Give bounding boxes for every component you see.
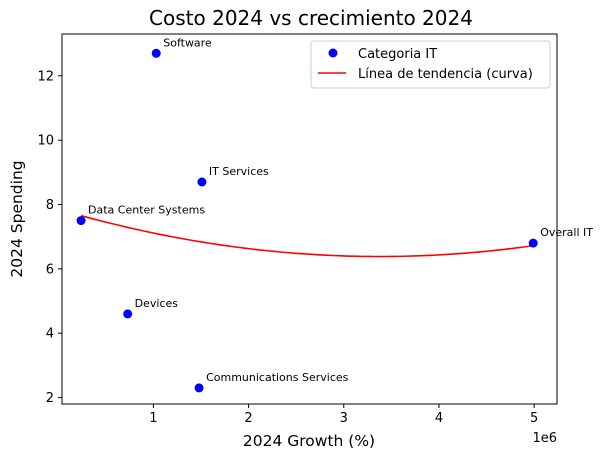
plot-area: Software IT Services Data Center Systems Ov… <box>76 36 593 393</box>
data-point-label: IT Services <box>209 165 269 178</box>
data-point <box>151 48 161 58</box>
data-point-label: Data Center Systems <box>88 204 205 217</box>
y-axis: 2 4 6 8 10 12 <box>37 69 62 406</box>
y-tick-label: 12 <box>37 69 54 84</box>
data-point <box>197 177 207 187</box>
data-point <box>194 383 204 393</box>
data-point-label: Devices <box>135 297 179 310</box>
data-point <box>123 309 133 319</box>
x-tick-label: 2 <box>244 411 252 426</box>
x-tick-label: 1 <box>149 411 157 426</box>
x-tick-label: 3 <box>340 411 348 426</box>
data-point-label: Communications Services <box>206 371 349 384</box>
data-point <box>76 216 86 226</box>
chart-title: Costo 2024 vs crecimiento 2024 <box>149 6 473 30</box>
y-tick-label: 6 <box>46 262 54 277</box>
data-point-label: Software <box>163 36 212 49</box>
x-axis-label: 2024 Growth (%) <box>243 432 375 450</box>
x-tick-label: 4 <box>435 411 443 426</box>
y-axis-label: 2024 Spending <box>8 160 26 277</box>
x-tick-label: 5 <box>530 411 538 426</box>
legend-label-trend: Línea de tendencia (curva) <box>358 67 533 82</box>
legend-marker-scatter <box>328 48 338 58</box>
data-point <box>528 238 538 248</box>
axes-frame <box>61 33 558 405</box>
legend-label-scatter: Categoria IT <box>358 47 437 62</box>
x-axis: 1 2 3 4 5 <box>149 404 538 426</box>
y-tick-label: 8 <box>46 198 54 213</box>
trend-line <box>80 214 534 258</box>
y-tick-label: 2 <box>46 391 54 406</box>
y-tick-label: 10 <box>37 134 54 149</box>
x-axis-offset-text: 1e6 <box>532 431 557 446</box>
legend: Categoria IT Línea de tendencia (curva) <box>310 40 551 89</box>
legend-frame <box>310 40 551 89</box>
data-point-label: Overall IT <box>540 226 593 239</box>
y-tick-label: 4 <box>46 327 54 342</box>
